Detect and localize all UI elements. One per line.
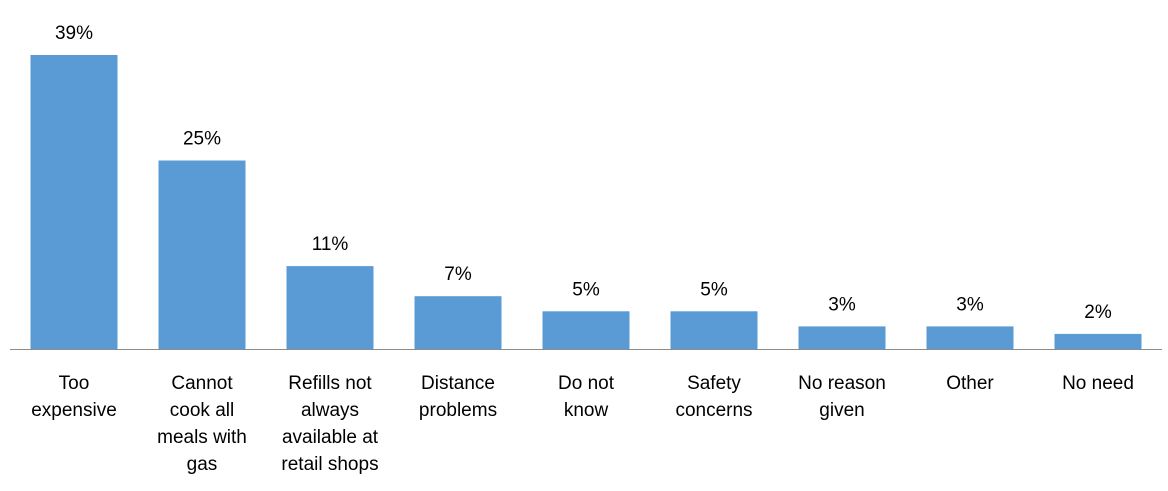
bar-4 (414, 296, 502, 349)
category-label-line: always (301, 400, 359, 421)
category-label-line: Safety (687, 373, 741, 394)
category-label-line: concerns (675, 400, 752, 421)
category-label-line: available at (282, 427, 379, 448)
data-label-9: 2% (1084, 302, 1112, 323)
bars-layer (30, 55, 1142, 349)
bar-3 (286, 266, 374, 349)
category-label-line: given (819, 400, 864, 421)
bar-1 (30, 55, 118, 349)
category-label-line: gas (187, 454, 218, 475)
category-label-3: Refills not always available at retail shop… (281, 373, 378, 475)
bar-9 (1054, 333, 1142, 349)
category-labels-layer: Too expensive Cannot cook all meals with gas R… (31, 373, 1134, 475)
data-label-2: 25% (183, 129, 221, 150)
category-label-line: cook all (170, 400, 234, 421)
category-label-line: retail shops (281, 454, 378, 475)
bar-8 (926, 326, 1014, 349)
bar-5 (542, 311, 630, 349)
category-label-line: know (564, 400, 609, 421)
category-label-7: No reason given (798, 373, 886, 421)
bar-6 (670, 311, 758, 349)
category-label-8: Other (946, 373, 994, 394)
category-label-line: Other (946, 373, 994, 394)
category-label-line: meals with (157, 427, 247, 448)
category-label-line: No reason (798, 373, 886, 394)
data-label-5: 5% (572, 279, 600, 300)
data-label-7: 3% (828, 294, 856, 315)
category-label-5: Do not know (558, 373, 615, 421)
bar-2 (158, 160, 246, 349)
category-label-line: Do not (558, 373, 615, 394)
category-label-2: Cannot cook all meals with gas (157, 373, 247, 475)
data-label-4: 7% (444, 264, 472, 285)
category-label-4: Distance problems (419, 373, 497, 421)
data-label-1: 39% (55, 23, 93, 44)
category-label-line: Cannot (171, 373, 233, 394)
data-labels-layer: 39% 25% 11% 7% 5% 5% 3% 3% 2% (55, 23, 1112, 323)
category-label-line: Refills not (288, 373, 372, 394)
category-label-line: Distance (421, 373, 495, 394)
data-label-3: 11% (312, 234, 349, 255)
category-label-6: Safety concerns (675, 373, 752, 421)
data-label-8: 3% (956, 294, 984, 315)
category-label-1: Too expensive (31, 373, 117, 421)
category-label-9: No need (1062, 373, 1134, 394)
data-label-6: 5% (700, 279, 728, 300)
category-label-line: problems (419, 400, 497, 421)
category-label-line: Too (59, 373, 90, 394)
category-label-line: expensive (31, 400, 117, 421)
category-label-line: No need (1062, 373, 1134, 394)
bar-7 (798, 326, 886, 349)
